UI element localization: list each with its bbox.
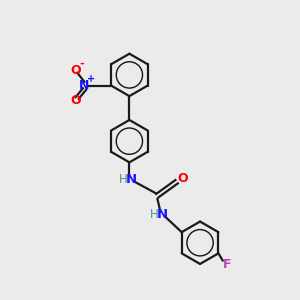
Text: +: + bbox=[87, 74, 95, 84]
Text: N: N bbox=[126, 173, 137, 186]
Text: F: F bbox=[222, 258, 231, 271]
Text: O: O bbox=[70, 64, 81, 77]
Text: -: - bbox=[80, 59, 85, 69]
Text: O: O bbox=[70, 94, 81, 107]
Text: N: N bbox=[157, 208, 168, 221]
Text: O: O bbox=[178, 172, 188, 185]
Text: H: H bbox=[118, 173, 127, 186]
Text: N: N bbox=[79, 79, 90, 92]
Text: H: H bbox=[149, 208, 158, 221]
